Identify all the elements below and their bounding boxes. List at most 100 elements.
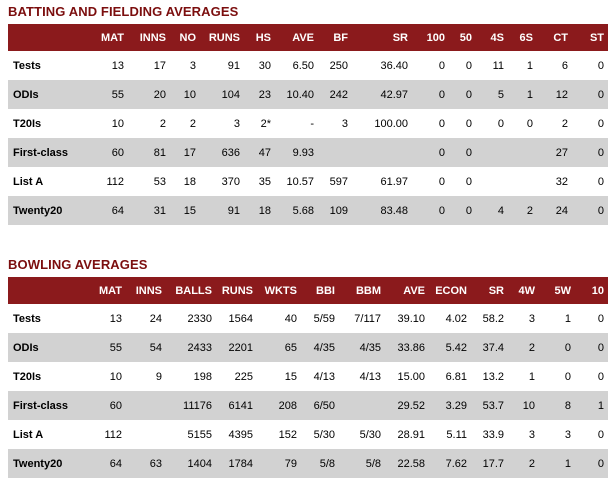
stat-cell: 2* bbox=[260, 117, 271, 130]
stat-cell: 8 bbox=[564, 399, 571, 412]
stat-cell: 152 bbox=[278, 428, 297, 441]
stat-cell: 79 bbox=[284, 457, 297, 470]
row-label: ODIs bbox=[13, 88, 39, 101]
stat-cell: 2330 bbox=[187, 312, 212, 325]
stat-cell: 10.57 bbox=[286, 175, 314, 188]
row-label: First-class bbox=[13, 399, 69, 412]
stat-cell: 3.29 bbox=[445, 399, 467, 412]
stat-cell: 0 bbox=[465, 59, 472, 72]
table-row: T20Is 10 9 198 225 15 4/13 4/13 15.00 6.81 13.2 1 0 0 bbox=[8, 362, 608, 391]
stat-cell bbox=[508, 138, 537, 167]
stat-cell: 0 bbox=[438, 175, 445, 188]
stat-cell: 13 bbox=[111, 59, 124, 72]
stat-cell: 17.7 bbox=[482, 457, 504, 470]
stat-cell: 4/13 bbox=[313, 370, 335, 383]
stat-cell: 597 bbox=[329, 175, 348, 188]
stat-cell: 242 bbox=[329, 88, 348, 101]
stat-cell: 0 bbox=[597, 88, 604, 101]
stat-cell: 91 bbox=[227, 204, 240, 217]
stat-cell: 0 bbox=[438, 204, 445, 217]
stat-cell: 10 bbox=[522, 399, 535, 412]
column-header: INNS bbox=[135, 284, 162, 297]
column-header: 5W bbox=[554, 284, 572, 297]
stat-cell: 6.50 bbox=[292, 59, 314, 72]
stat-cell: 208 bbox=[278, 399, 297, 412]
stat-cell: 4395 bbox=[228, 428, 253, 441]
column-header: AVE bbox=[403, 284, 425, 297]
column-header: NO bbox=[179, 31, 197, 44]
stat-cell: 27 bbox=[555, 146, 568, 159]
stat-cell: 6141 bbox=[228, 399, 253, 412]
stat-cell: 28.91 bbox=[397, 428, 425, 441]
stat-cell: 100.00 bbox=[374, 117, 408, 130]
column-header: WKTS bbox=[264, 284, 297, 297]
stat-cell: 2 bbox=[528, 341, 535, 354]
stat-cell: 1 bbox=[526, 59, 533, 72]
stat-cell: 15 bbox=[284, 370, 297, 383]
stat-cell: 0 bbox=[564, 370, 571, 383]
batting-section-title: BATTING AND FIELDING AVERAGES bbox=[8, 4, 239, 19]
stat-cell: 3 bbox=[528, 428, 535, 441]
table-row: Twenty20 64 31 15 91 18 5.68 109 83.48 0 0 4 2 24 0 bbox=[8, 196, 608, 225]
stat-cell: 0 bbox=[465, 117, 472, 130]
stat-cell: 37.4 bbox=[482, 341, 504, 354]
stat-cell: 0 bbox=[597, 428, 604, 441]
row-label: Tests bbox=[13, 312, 41, 325]
stat-cell: 0 bbox=[497, 117, 504, 130]
stat-cell: 60 bbox=[109, 399, 122, 412]
stat-cell bbox=[508, 167, 537, 196]
stat-cell: 20 bbox=[153, 88, 166, 101]
stat-cell: 2 bbox=[528, 457, 535, 470]
stat-cell: 2 bbox=[189, 117, 196, 130]
column-header: SR bbox=[488, 284, 504, 297]
stat-cell: 7/117 bbox=[354, 312, 381, 325]
stat-cell: 0 bbox=[597, 204, 604, 217]
stat-cell: 24 bbox=[149, 312, 162, 325]
stat-cell: 24 bbox=[555, 204, 568, 217]
table-row: First-class 60 81 17 636 47 9.93 0 0 27 0 bbox=[8, 138, 608, 167]
stat-cell: 42.97 bbox=[380, 88, 408, 101]
stat-cell: 31 bbox=[153, 204, 166, 217]
column-header: 4W bbox=[518, 284, 536, 297]
stat-cell: 33.9 bbox=[482, 428, 504, 441]
stat-cell: 5/30 bbox=[359, 428, 381, 441]
stat-cell: 0 bbox=[465, 146, 472, 159]
table-row: First-class 60 11176 6141 208 6/50 29.52 3.29 53… bbox=[8, 391, 608, 420]
stat-cell: 55 bbox=[109, 341, 122, 354]
row-label: Twenty20 bbox=[13, 457, 63, 470]
stat-cell: 53.7 bbox=[482, 399, 504, 412]
column-header: RUNS bbox=[208, 31, 240, 44]
batting-averages-table: MAT INNS NO RUNS HS AVE BF SR 100 50 4S 6S CT ST Test… bbox=[8, 24, 608, 225]
stat-cell: 0 bbox=[438, 59, 445, 72]
stat-cell bbox=[476, 138, 508, 167]
stat-cell: 0 bbox=[597, 175, 604, 188]
bowling-section-title: BOWLING AVERAGES bbox=[8, 257, 148, 272]
stat-cell: 18 bbox=[183, 175, 196, 188]
stat-cell: 30 bbox=[258, 59, 271, 72]
table-row: Tests 13 17 3 91 30 6.50 250 36.40 0 0 11 1 6 0 bbox=[8, 51, 608, 80]
stat-cell: 29.52 bbox=[397, 399, 425, 412]
stat-cell: 4 bbox=[497, 204, 504, 217]
stat-cell: 370 bbox=[221, 175, 240, 188]
stat-cell: 5/8 bbox=[365, 457, 381, 470]
stat-cell: 0 bbox=[597, 312, 604, 325]
stat-cell: 112 bbox=[106, 175, 124, 188]
stat-cell: 1784 bbox=[228, 457, 253, 470]
stat-cell: 53 bbox=[153, 175, 166, 188]
stat-cell: 112 bbox=[104, 428, 122, 441]
stat-cell: 11 bbox=[492, 59, 504, 72]
stat-cell: 7.62 bbox=[445, 457, 467, 470]
stat-cell bbox=[126, 391, 166, 420]
column-header: MAT bbox=[100, 31, 124, 44]
stat-cell: 5.11 bbox=[446, 428, 467, 441]
stat-cell: 12 bbox=[555, 88, 568, 101]
stat-cell: 4/35 bbox=[359, 341, 381, 354]
stat-cell: 1 bbox=[564, 312, 571, 325]
stat-cell: 91 bbox=[227, 59, 240, 72]
stat-cell: 36.40 bbox=[380, 59, 408, 72]
column-header: 10 bbox=[591, 284, 604, 297]
stat-cell: 65 bbox=[284, 341, 297, 354]
stat-cell: 5.42 bbox=[445, 341, 467, 354]
stat-cell bbox=[352, 138, 412, 167]
stat-cell: 10 bbox=[111, 117, 124, 130]
